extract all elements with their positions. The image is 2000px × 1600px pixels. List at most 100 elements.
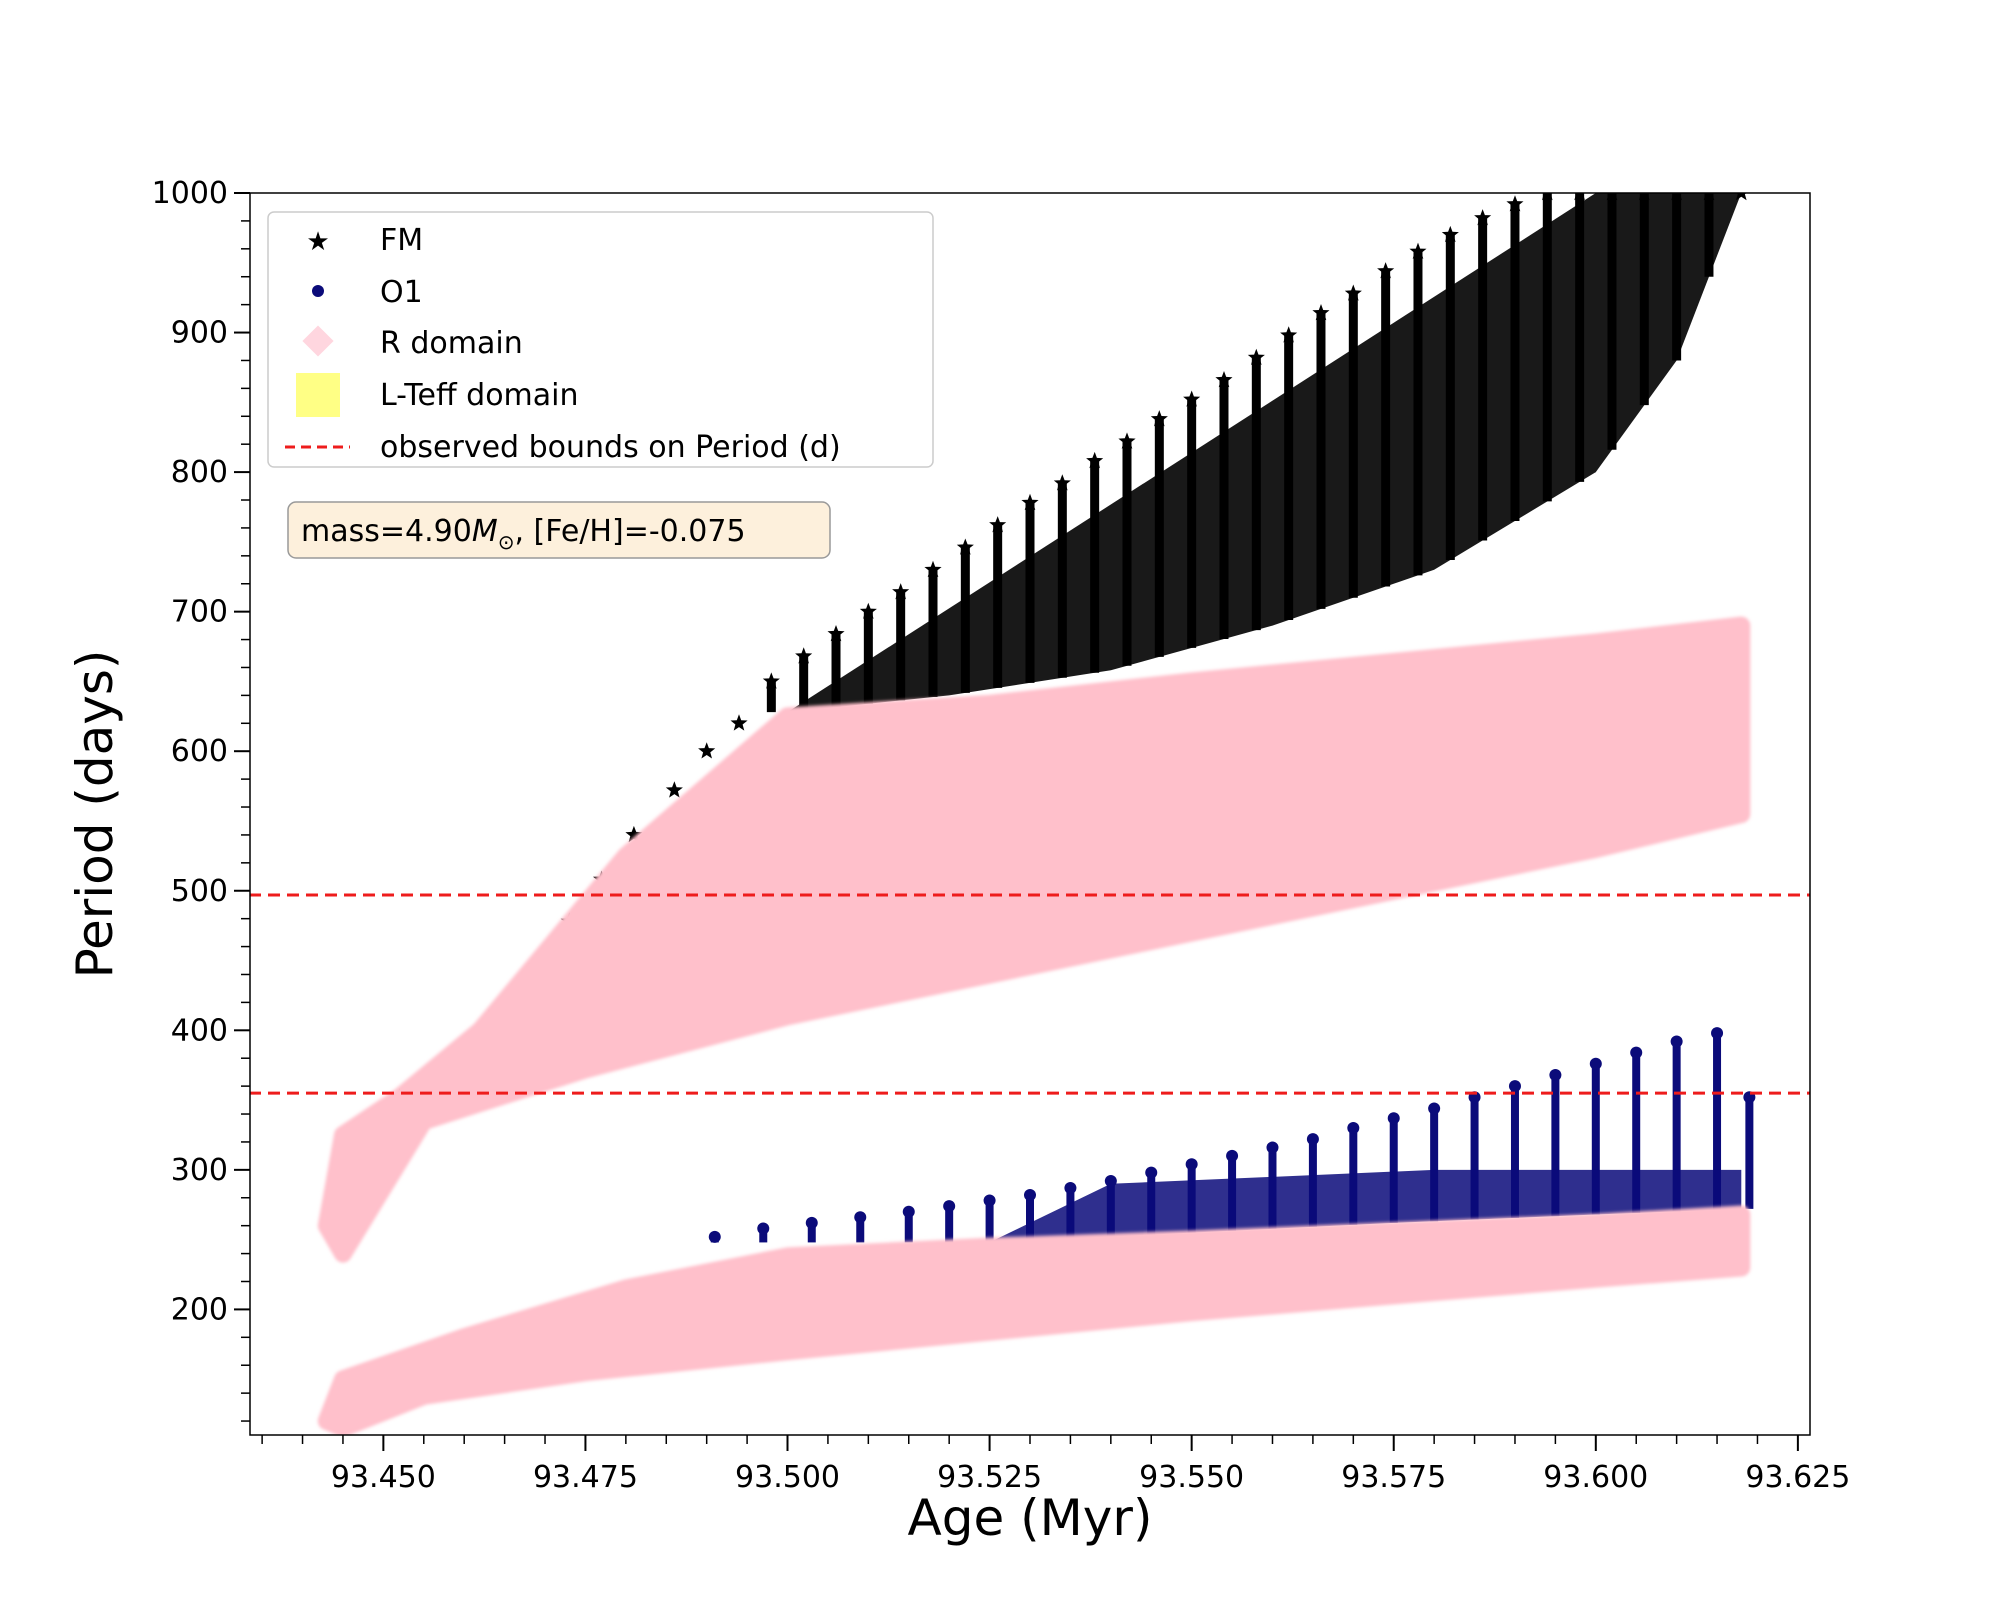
fm-point xyxy=(1118,432,1136,449)
o1-point xyxy=(1104,1175,1117,1188)
fm-point xyxy=(827,625,845,642)
fm-point xyxy=(1409,242,1427,259)
annotation-sub: ⊙ xyxy=(498,530,515,554)
fm-point xyxy=(1280,326,1298,343)
x-tick-label: 93.625 xyxy=(1745,1460,1850,1495)
annotation-prefix: mass=4.90 xyxy=(301,514,472,549)
legend-label-r-domain: R domain xyxy=(380,326,523,361)
x-tick-label: 93.550 xyxy=(1139,1460,1244,1495)
legend-label-l-teff: L-Teff domain xyxy=(380,378,579,413)
o1-point xyxy=(1024,1188,1036,1201)
legend-star-icon: ★ xyxy=(306,227,329,256)
legend-square-icon xyxy=(296,373,340,417)
axes-layer: 200 300 400 500 600 700 800 900 1000 93.450 93.475… xyxy=(152,176,1851,1495)
fm-point xyxy=(1150,410,1168,427)
fm-point xyxy=(795,647,813,664)
plot-layer xyxy=(250,193,1810,1435)
o1-point xyxy=(1226,1149,1239,1162)
y-tick-label: 400 xyxy=(171,1013,228,1048)
y-tick-label: 200 xyxy=(171,1292,228,1327)
fm-point xyxy=(989,516,1007,533)
o1-point xyxy=(1549,1068,1562,1081)
fm-point xyxy=(1183,390,1201,407)
fm-point xyxy=(730,714,748,731)
fm-point xyxy=(1247,348,1265,365)
fm-point xyxy=(1441,225,1459,243)
annotation-text: mass=4.90M⊙, [Fe/H]=-0.075 xyxy=(301,514,746,554)
o1-point xyxy=(1630,1046,1643,1059)
o1-point xyxy=(1387,1112,1400,1125)
fm-point xyxy=(1639,193,1650,201)
o1-point xyxy=(1670,1035,1683,1048)
x-tick-label: 93.575 xyxy=(1341,1460,1446,1495)
o1-point xyxy=(902,1205,915,1218)
y-tick-label: 300 xyxy=(171,1153,228,1188)
legend-diamond-icon xyxy=(302,325,334,357)
fm-point xyxy=(1086,451,1104,469)
legend: ★ FM O1 R domain L-Teff domain observed … xyxy=(267,211,934,468)
fm-point xyxy=(1736,193,1747,201)
legend-item-o1: O1 xyxy=(312,275,423,310)
fm-point xyxy=(1606,193,1618,201)
o1-point xyxy=(1508,1080,1521,1093)
annotation-box: mass=4.90M⊙, [Fe/H]=-0.075 xyxy=(287,501,831,559)
legend-label-fm: FM xyxy=(380,223,423,258)
y-tick-label: 600 xyxy=(171,734,228,769)
y-axis-title: Period (days) xyxy=(66,650,124,979)
y-tick-label: 500 xyxy=(171,874,228,909)
fm-point xyxy=(1377,262,1395,279)
o1-point xyxy=(983,1194,996,1207)
fm-point xyxy=(1671,193,1682,201)
fm-point xyxy=(698,742,716,759)
x-tick-label: 93.450 xyxy=(331,1460,436,1495)
o1-point xyxy=(1306,1133,1319,1146)
annotation-suffix: , [Fe/H]=-0.075 xyxy=(514,514,745,549)
o1-point xyxy=(1266,1141,1279,1154)
legend-item-r-domain: R domain xyxy=(302,325,523,361)
fm-point xyxy=(1312,304,1330,321)
fm-point xyxy=(892,583,910,600)
o1-point xyxy=(854,1211,867,1224)
r-domain-region-2 xyxy=(317,1205,1751,1435)
o1-point xyxy=(1064,1181,1077,1194)
fm-point xyxy=(1542,193,1553,201)
fm-point xyxy=(1474,209,1492,226)
fm-point xyxy=(1703,193,1715,201)
legend-circle-icon xyxy=(312,285,324,297)
o1-point xyxy=(708,1230,721,1243)
fm-point xyxy=(1344,284,1362,301)
x-axis-title: Age (Myr) xyxy=(908,1489,1153,1547)
fm-dense-band xyxy=(787,193,1742,713)
r-domain-region-1 xyxy=(317,616,1751,1263)
o1-point xyxy=(1347,1121,1360,1134)
fm-point xyxy=(924,560,942,578)
annotation-math: M xyxy=(472,514,498,549)
annotation-frame xyxy=(287,501,831,559)
legend-item-bounds: observed bounds on Period (d) xyxy=(285,430,841,465)
y-tick-label: 900 xyxy=(171,316,228,351)
legend-label-bounds: observed bounds on Period (d) xyxy=(380,430,841,465)
o1-point xyxy=(1589,1057,1602,1070)
fm-point xyxy=(1021,493,1039,511)
o1-point xyxy=(757,1222,770,1235)
fm-point xyxy=(1053,474,1071,491)
fm-point xyxy=(1506,195,1524,212)
x-tick-label: 93.500 xyxy=(735,1460,840,1495)
o1-point xyxy=(1145,1166,1158,1179)
fm-point xyxy=(859,602,877,619)
x-tick-label: 93.475 xyxy=(533,1460,638,1495)
fm-point xyxy=(1215,371,1233,388)
y-tick-label: 1000 xyxy=(152,176,228,211)
o1-dense-band xyxy=(989,1169,1742,1243)
o1-point xyxy=(943,1200,956,1213)
fm-point xyxy=(762,672,780,689)
y-tick-label: 800 xyxy=(171,455,228,490)
y-tick-label: 700 xyxy=(171,595,228,630)
fm-point xyxy=(1574,193,1585,201)
fm-point xyxy=(625,825,643,843)
legend-item-fm: ★ FM xyxy=(306,223,423,258)
o1-point xyxy=(1185,1158,1198,1171)
x-tick-label: 93.600 xyxy=(1543,1460,1648,1495)
